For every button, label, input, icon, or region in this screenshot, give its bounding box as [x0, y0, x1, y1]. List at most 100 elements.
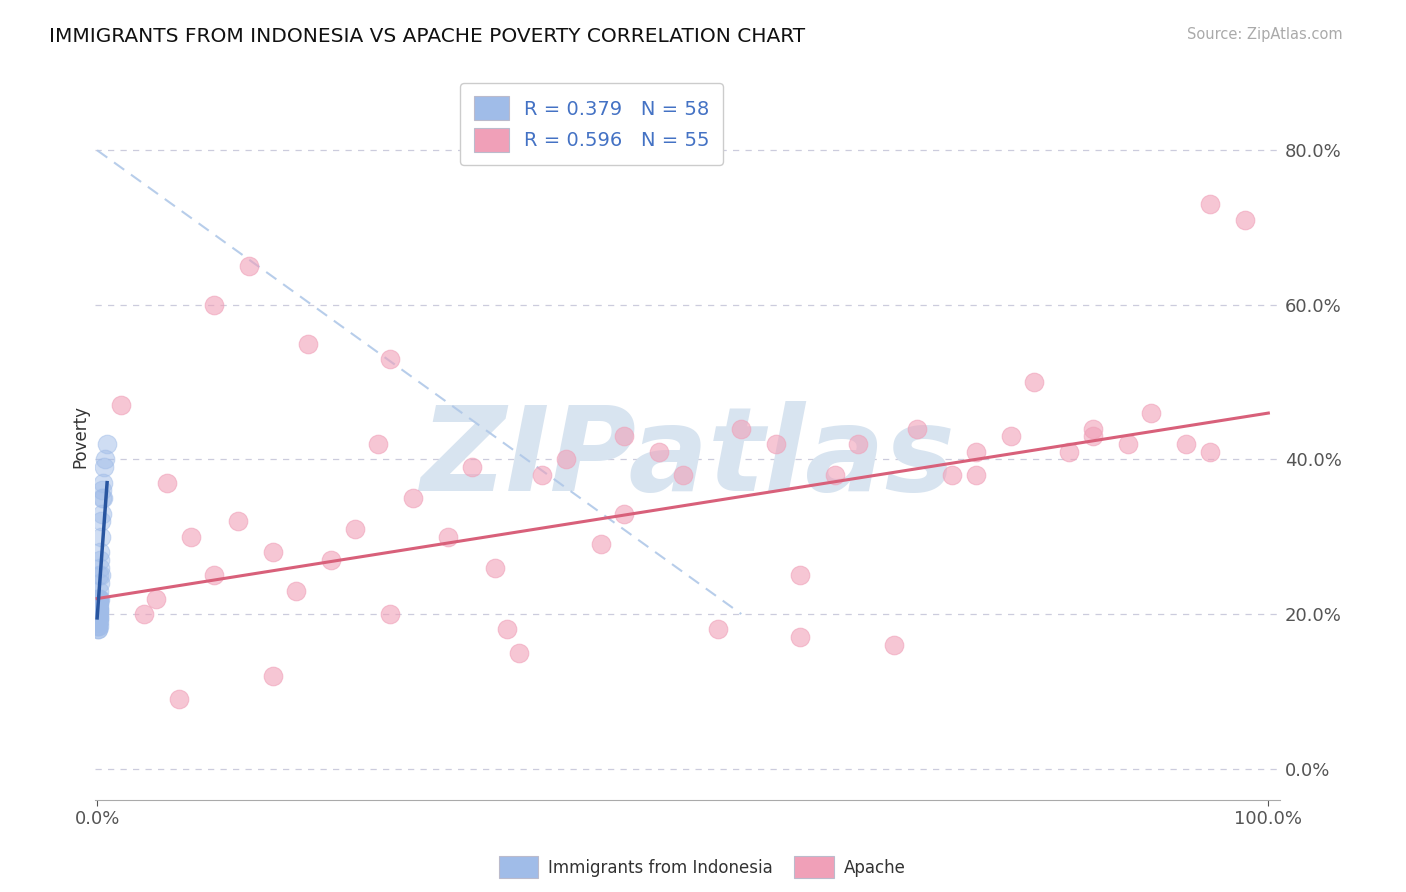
Point [1140, 406, 1163, 420]
Point [89, 611, 111, 625]
Point [89, 576, 111, 591]
Point [883, 638, 905, 652]
Point [87, 611, 110, 625]
Point [1116, 437, 1139, 451]
Point [86, 591, 108, 606]
Point [89, 595, 111, 609]
Point [90, 483, 112, 498]
Point [1081, 421, 1104, 435]
Point [132, 607, 155, 621]
Point [554, 452, 576, 467]
Point [86, 615, 108, 629]
Point [730, 421, 752, 435]
Point [531, 467, 554, 482]
Point [156, 475, 179, 490]
Point [648, 444, 671, 458]
Point [1175, 437, 1198, 451]
Point [965, 467, 987, 482]
Point [87, 603, 110, 617]
Point [87, 595, 110, 609]
Point [1081, 429, 1104, 443]
Point [1233, 212, 1256, 227]
Point [87, 618, 110, 632]
Point [367, 437, 389, 451]
Point [89, 591, 111, 606]
Point [378, 607, 401, 621]
Point [589, 537, 612, 551]
Point [89, 560, 111, 574]
Point [167, 692, 190, 706]
Point [90, 530, 112, 544]
Point [90, 507, 112, 521]
Point [87, 591, 110, 606]
Point [965, 444, 987, 458]
Point [87, 595, 110, 609]
Point [91, 475, 114, 490]
Point [86, 611, 108, 625]
Text: IMMIGRANTS FROM INDONESIA VS APACHE POVERTY CORRELATION CHART: IMMIGRANTS FROM INDONESIA VS APACHE POVE… [49, 27, 806, 45]
Point [86, 607, 108, 621]
Point [110, 398, 132, 412]
Point [378, 351, 401, 366]
Text: Apache: Apache [844, 859, 905, 877]
Point [1057, 444, 1080, 458]
Point [789, 630, 811, 644]
Point [508, 646, 530, 660]
Point [848, 437, 870, 451]
Point [86, 615, 108, 629]
Point [96, 437, 118, 451]
Point [86, 623, 108, 637]
Point [90, 568, 112, 582]
Point [202, 568, 225, 582]
Point [87, 591, 110, 606]
Point [87, 595, 110, 609]
Point [87, 607, 110, 621]
Point [226, 514, 249, 528]
Point [285, 583, 308, 598]
Point [87, 603, 110, 617]
Point [91, 491, 114, 505]
Point [89, 583, 111, 598]
Point [86, 599, 108, 614]
Point [1198, 444, 1220, 458]
Point [765, 437, 787, 451]
Point [87, 615, 110, 629]
Point [87, 615, 110, 629]
Point [87, 591, 110, 606]
Point [86, 603, 108, 617]
Point [87, 607, 110, 621]
Point [87, 623, 110, 637]
Point [180, 530, 202, 544]
Point [87, 611, 110, 625]
Point [1022, 375, 1045, 389]
Point [1000, 429, 1022, 443]
Point [461, 460, 484, 475]
Text: ZIPatlas: ZIPatlas [420, 401, 955, 516]
Point [297, 336, 319, 351]
Point [86, 599, 108, 614]
Point [789, 568, 811, 582]
Point [941, 467, 963, 482]
Point [145, 591, 167, 606]
Point [94, 452, 117, 467]
Point [824, 467, 846, 482]
Point [496, 623, 519, 637]
Point [613, 429, 636, 443]
Point [672, 467, 695, 482]
Point [707, 623, 730, 637]
Point [402, 491, 425, 505]
Point [343, 522, 366, 536]
Point [87, 599, 110, 614]
Text: Immigrants from Indonesia: Immigrants from Indonesia [548, 859, 773, 877]
Point [321, 553, 343, 567]
Point [484, 560, 506, 574]
Point [437, 530, 460, 544]
Point [86, 618, 108, 632]
Point [613, 507, 636, 521]
Point [905, 421, 928, 435]
Point [87, 599, 110, 614]
Point [87, 599, 110, 614]
Point [87, 599, 110, 614]
Text: Source: ZipAtlas.com: Source: ZipAtlas.com [1187, 27, 1343, 42]
Legend: R = 0.379   N = 58, R = 0.596   N = 55: R = 0.379 N = 58, R = 0.596 N = 55 [460, 83, 723, 165]
